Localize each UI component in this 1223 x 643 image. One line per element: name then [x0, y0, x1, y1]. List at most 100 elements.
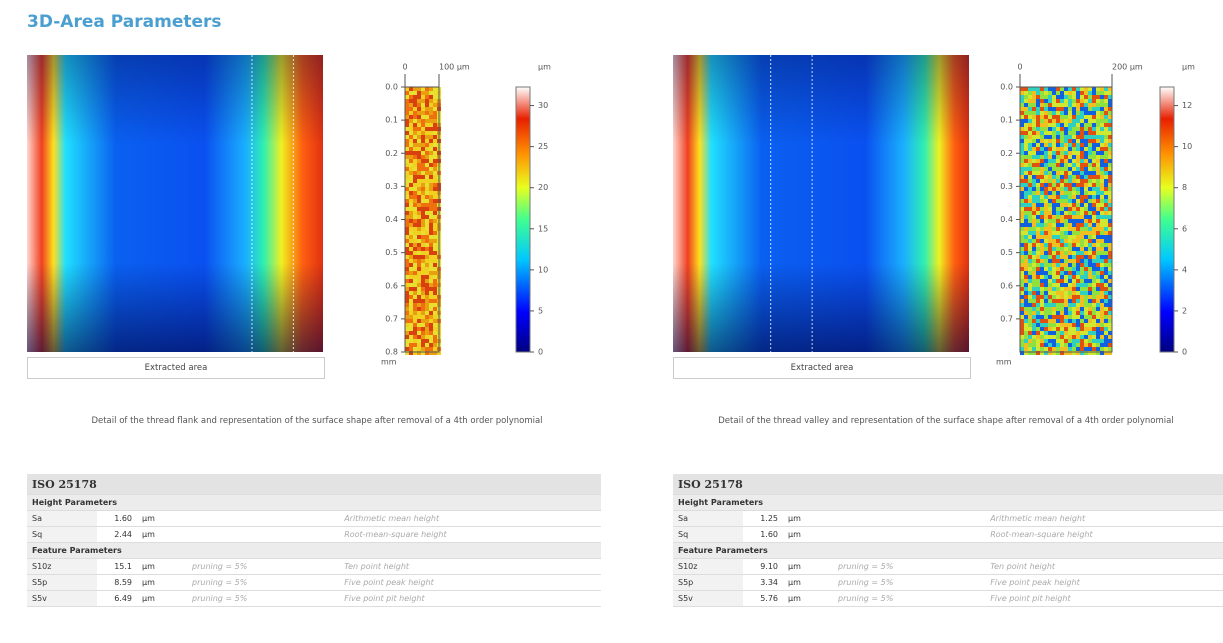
strip-cell	[1048, 175, 1052, 179]
strip-cell	[433, 335, 437, 339]
strip-cell	[413, 307, 417, 311]
strip-cell	[429, 195, 433, 199]
strip-cell	[1080, 311, 1084, 315]
strip-cell	[1072, 91, 1076, 95]
strip-cell	[1052, 251, 1056, 255]
strip-cell	[1076, 111, 1080, 115]
strip-cell	[429, 215, 433, 219]
strip-cell	[1076, 303, 1080, 307]
strip-cell	[1096, 275, 1100, 279]
strip-cell	[1100, 107, 1104, 111]
parameter-value: 3.34	[743, 574, 783, 591]
strip-cell	[1020, 291, 1024, 295]
strip-cell	[1100, 319, 1104, 323]
strip-cell	[1044, 259, 1048, 263]
strip-cell	[1088, 199, 1092, 203]
strip-cell	[1052, 131, 1056, 135]
strip-cell	[409, 139, 413, 143]
caption: Detail of the thread flank and represent…	[91, 416, 543, 426]
strip-cell	[1108, 139, 1112, 143]
strip-cell	[1024, 323, 1028, 327]
strip-cell	[1064, 231, 1068, 235]
parameter-row: Sa 1.60 µm Arithmetic mean height	[27, 510, 601, 527]
strip-cell	[1088, 211, 1092, 215]
strip-cell	[1028, 135, 1032, 139]
strip-cell	[1072, 87, 1076, 91]
strip-cell	[1084, 151, 1088, 155]
strip-cell	[1028, 215, 1032, 219]
strip-cell	[405, 323, 409, 327]
strip-cell	[1096, 343, 1100, 347]
strip-cell	[409, 231, 413, 235]
strip-cell	[1096, 171, 1100, 175]
strip-cell	[1072, 339, 1076, 343]
strip-cell	[1108, 199, 1112, 203]
strip-cell	[1056, 311, 1060, 315]
strip-cell	[1068, 311, 1072, 315]
strip-cell	[1040, 255, 1044, 259]
strip-cell	[1068, 275, 1072, 279]
strip-cell	[1040, 267, 1044, 271]
strip-cell	[1104, 159, 1108, 163]
strip-cell	[1076, 207, 1080, 211]
strip-cell	[1056, 243, 1060, 247]
strip-cell	[1052, 147, 1056, 151]
strip-cell	[1064, 207, 1068, 211]
strip-cell	[1032, 255, 1036, 259]
strip-cell	[1064, 339, 1068, 343]
strip-cell	[1084, 183, 1088, 187]
strip-cell	[1060, 103, 1064, 107]
strip-cell	[1028, 331, 1032, 335]
strip-cell	[1072, 335, 1076, 339]
parameter-unit: µm	[783, 526, 833, 543]
strip-cell	[1044, 195, 1048, 199]
strip-cell	[409, 131, 413, 135]
strip-cell	[1032, 91, 1036, 95]
strip-cell	[1064, 199, 1068, 203]
strip-cell	[433, 259, 437, 263]
strip-cell	[1044, 255, 1048, 259]
strip-cell	[1060, 231, 1064, 235]
strip-cell	[1032, 131, 1036, 135]
strip-cell	[425, 95, 429, 99]
strip-cell	[1096, 199, 1100, 203]
strip-cell	[1100, 87, 1104, 91]
strip-cell	[421, 195, 425, 199]
strip-cell	[1072, 139, 1076, 143]
strip-cell	[1024, 295, 1028, 299]
strip-cell	[429, 163, 433, 167]
strip-cell	[409, 335, 413, 339]
strip-cell	[433, 151, 437, 155]
strip-cell	[425, 215, 429, 219]
strip-cell	[1068, 187, 1072, 191]
y-tick-label: 0.2	[1000, 149, 1013, 158]
strip-cell	[1096, 119, 1100, 123]
y-tick-label: 0.3	[385, 182, 398, 191]
strip-cell	[1020, 119, 1024, 123]
strip-cell	[1088, 167, 1092, 171]
strip-cell	[1020, 311, 1024, 315]
strip-cell	[1104, 227, 1108, 231]
strip-cell	[1060, 223, 1064, 227]
strip-cell	[1036, 311, 1040, 315]
strip-cell	[425, 235, 429, 239]
strip-cell	[409, 143, 413, 147]
strip-cell	[1088, 239, 1092, 243]
strip-cell	[1080, 227, 1084, 231]
strip-cell	[1048, 171, 1052, 175]
colorbar-tick-label: 10	[538, 265, 548, 274]
strip-cell	[1100, 279, 1104, 283]
strip-cell	[1040, 203, 1044, 207]
strip-cell	[1040, 195, 1044, 199]
strip-cell	[1092, 95, 1096, 99]
strip-cell	[1052, 287, 1056, 291]
strip-cell	[1044, 91, 1048, 95]
strip-cell	[1080, 259, 1084, 263]
strip-cell	[1108, 311, 1112, 315]
strip-cell	[1092, 223, 1096, 227]
strip-cell	[1080, 99, 1084, 103]
strip-cell	[1084, 347, 1088, 351]
strip-cell	[1020, 271, 1024, 275]
strip-cell	[413, 283, 417, 287]
strip-cell	[1064, 87, 1068, 91]
